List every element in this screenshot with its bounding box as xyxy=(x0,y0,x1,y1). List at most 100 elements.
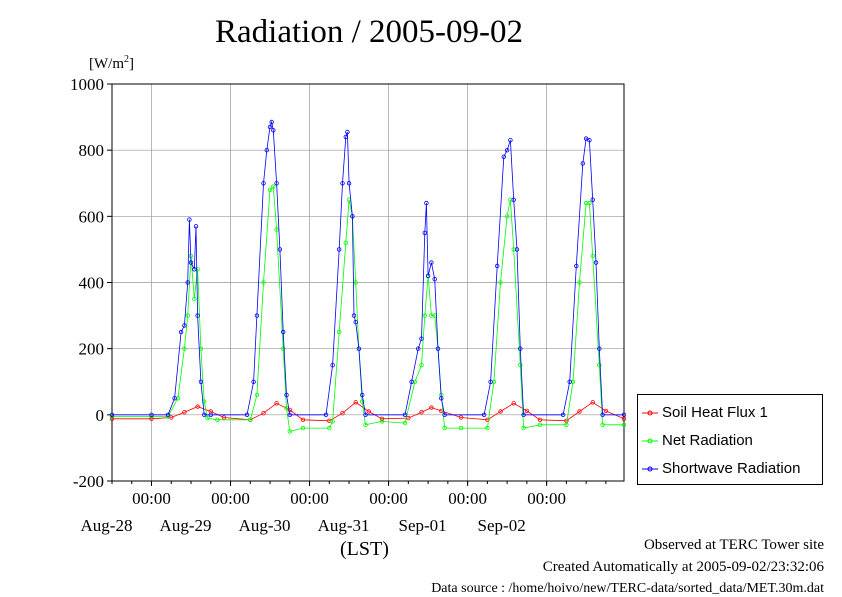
y-tick-label: 400 xyxy=(79,274,105,293)
data-point-shortwave xyxy=(429,260,434,265)
chart-legend: Soil Heat Flux 1 Net Radiation Shortwave… xyxy=(637,394,823,485)
data-point-shortwave xyxy=(560,412,566,417)
data-point-shortwave xyxy=(590,197,595,202)
data-point-net xyxy=(485,425,490,431)
data-point-shortwave xyxy=(201,412,207,417)
data-point-net xyxy=(360,399,365,404)
data-point-shortwave xyxy=(340,181,345,186)
data-point-soil xyxy=(429,405,434,410)
data-point-shortwave xyxy=(269,119,274,125)
x-date-label: Aug-29 xyxy=(160,516,212,535)
data-point-net xyxy=(274,227,279,232)
data-point-shortwave xyxy=(514,247,520,252)
data-point-net xyxy=(422,313,427,318)
legend-item-shortwave: Shortwave Radiation xyxy=(638,458,822,480)
data-point-net xyxy=(343,240,348,245)
data-point-net xyxy=(254,392,260,398)
x-date-label: Aug-30 xyxy=(239,516,291,535)
data-point-shortwave xyxy=(185,280,190,285)
data-point-shortwave xyxy=(109,412,115,417)
data-point-net xyxy=(402,420,408,426)
y-tick-label: 0 xyxy=(96,406,105,425)
data-point-shortwave xyxy=(501,154,506,159)
data-point-shortwave xyxy=(178,329,184,335)
x-axis-label: (LST) xyxy=(340,538,389,560)
footer-created: Created Automatically at 2005-09-02/23:3… xyxy=(542,559,824,575)
data-point-soil xyxy=(524,408,530,414)
data-point-net xyxy=(281,346,286,351)
data-point-shortwave xyxy=(277,247,283,252)
data-point-shortwave xyxy=(274,181,279,186)
legend-swatch-soil xyxy=(642,410,658,416)
data-point-shortwave xyxy=(593,260,599,265)
data-point-shortwave xyxy=(188,260,194,265)
data-point-shortwave xyxy=(261,181,266,186)
data-point-shortwave xyxy=(267,124,273,130)
y-axis-unit: [W/m2] xyxy=(89,54,134,73)
x-tick-label: 00:00 xyxy=(448,489,487,508)
data-point-net xyxy=(504,214,510,219)
data-point-shortwave xyxy=(172,396,177,401)
data-point-shortwave xyxy=(244,412,250,417)
y-tick-label: 200 xyxy=(79,340,105,359)
x-tick-label: 00:00 xyxy=(527,489,566,508)
data-point-soil xyxy=(537,417,543,422)
data-point-soil xyxy=(511,401,516,406)
data-point-net xyxy=(590,253,595,259)
legend-swatch-shortwave xyxy=(642,466,658,472)
data-point-shortwave xyxy=(198,379,204,384)
footer-site: Observed at TERC Tower site xyxy=(643,537,824,553)
data-point-soil xyxy=(379,416,385,421)
data-point-soil xyxy=(366,409,371,414)
data-point-shortwave xyxy=(621,412,627,417)
data-point-shortwave xyxy=(353,320,358,325)
data-point-net xyxy=(300,425,306,431)
data-point-net xyxy=(621,422,627,427)
data-point-net xyxy=(248,417,253,422)
legend-label-soil: Soil Heat Flux 1 xyxy=(662,404,768,421)
data-point-net xyxy=(261,280,266,285)
data-point-soil xyxy=(353,400,358,405)
data-point-shortwave xyxy=(284,392,289,398)
data-point-net xyxy=(587,200,592,206)
data-point-net xyxy=(337,329,342,335)
data-point-shortwave xyxy=(251,379,256,384)
unit-label: [W/m xyxy=(89,56,124,72)
data-point-shortwave xyxy=(567,379,572,384)
data-point-shortwave xyxy=(192,267,197,272)
data-point-shortwave xyxy=(597,346,602,351)
legend-label-shortwave: Shortwave Radiation xyxy=(662,460,801,477)
legend-item-soil: Soil Heat Flux 1 xyxy=(638,402,822,424)
y-tick-label: 600 xyxy=(79,207,105,226)
data-point-soil xyxy=(458,415,464,420)
data-point-net xyxy=(287,429,292,434)
data-point-shortwave xyxy=(343,134,348,140)
data-point-shortwave xyxy=(402,412,408,417)
data-point-shortwave xyxy=(481,412,487,417)
data-point-shortwave xyxy=(195,313,200,318)
data-point-net xyxy=(498,280,503,285)
data-point-soil xyxy=(300,417,306,422)
data-point-soil xyxy=(195,404,200,409)
data-point-net xyxy=(419,363,424,368)
data-point-shortwave xyxy=(187,217,192,222)
unit-close: ] xyxy=(129,56,134,72)
series-line-soil xyxy=(112,401,625,422)
data-point-shortwave xyxy=(360,392,365,398)
data-point-net xyxy=(353,280,358,285)
y-tick-label: -200 xyxy=(73,472,104,491)
data-point-shortwave xyxy=(264,147,269,153)
data-point-soil xyxy=(498,409,503,414)
data-point-shortwave xyxy=(435,346,441,351)
data-point-net xyxy=(192,296,197,302)
data-point-net xyxy=(363,422,368,427)
data-point-shortwave xyxy=(419,336,424,341)
data-point-shortwave xyxy=(424,200,429,206)
data-point-net xyxy=(518,363,523,368)
data-point-shortwave xyxy=(600,412,605,417)
data-point-shortwave xyxy=(356,346,362,351)
x-tick-label: 00:00 xyxy=(132,489,171,508)
data-point-soil xyxy=(182,410,187,415)
data-point-shortwave xyxy=(495,263,500,269)
x-date-label: Aug-28 xyxy=(81,516,133,535)
